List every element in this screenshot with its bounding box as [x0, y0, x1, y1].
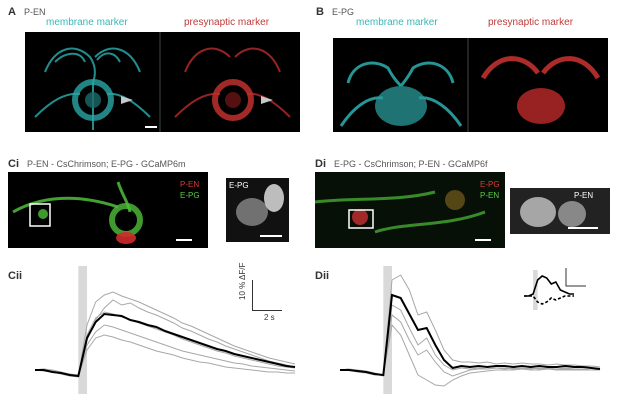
dii-single-trace-2: [339, 323, 600, 387]
di-inset-label: P-EN: [574, 191, 594, 200]
panel-di-letter: Di: [315, 158, 326, 170]
egp-green-stain: [12, 181, 132, 214]
di-overlay-pen-label: P-EN: [480, 191, 500, 200]
panel-b-presynaptic-label: presynaptic marker: [488, 17, 574, 28]
cii-scale-bar: [218, 280, 282, 316]
cii-calcium-trace-chart: [34, 266, 296, 394]
panel-a-presynaptic-label: presynaptic marker: [184, 17, 270, 28]
presynaptic-stain-b: [480, 56, 601, 80]
panel-b-title: E-PG: [332, 7, 355, 17]
ci-inset-label: E-PG: [229, 181, 249, 190]
panel-ci-letter: Ci: [8, 158, 19, 170]
di-green-stain: [315, 190, 486, 234]
ci-overlay-pen-label: P-EN: [180, 180, 200, 189]
dii-inset-dashed-trace: [524, 295, 574, 305]
panel-b-letter: B: [316, 6, 324, 18]
panel-a-title: P-EN: [24, 7, 46, 17]
dii-inset-scale-bar: [565, 268, 586, 287]
panel-b-membrane-label: membrane marker: [356, 17, 438, 28]
panel-b-micrograph: [333, 38, 608, 132]
di-overlay-epg-label: E-PG: [480, 180, 500, 189]
panel-cii-letter: Cii: [8, 270, 23, 282]
panel-ci-micrograph: P-EN E-PG: [8, 172, 208, 248]
dii-mean-trace: [340, 293, 601, 377]
cii-single-trace-3: [35, 334, 295, 377]
panel-di-inset: P-EN: [510, 188, 610, 234]
panel-di-title: E-PG - CsChrimson; P-EN - GCaMP6f: [334, 159, 488, 169]
panel-di-micrograph: E-PG P-EN: [315, 172, 505, 248]
panel-ci-inset: E-PG: [226, 178, 289, 242]
dii-inset-solid-trace: [524, 275, 574, 297]
panel-a-membrane-label: membrane marker: [46, 17, 128, 28]
cii-scale-x-label: 2 s: [264, 313, 275, 322]
cii-scale-y-label: 10 % ΔF/F: [238, 262, 247, 300]
panel-dii-letter: Dii: [315, 270, 330, 282]
dii-calcium-trace-chart: [339, 266, 601, 394]
dii-inset-stimulus-window: [533, 270, 538, 310]
panel-ci-title: P-EN - CsChrimson; E-PG - GCaMP6m: [27, 159, 186, 169]
cii-stimulus-window: [78, 266, 87, 394]
cii-mean-trace: [35, 312, 296, 378]
dii-inset-chart: [524, 268, 586, 310]
panel-a-letter: A: [8, 6, 16, 18]
panel-a-micrograph: [25, 32, 300, 132]
ci-overlay-epg-label: E-PG: [180, 191, 200, 200]
